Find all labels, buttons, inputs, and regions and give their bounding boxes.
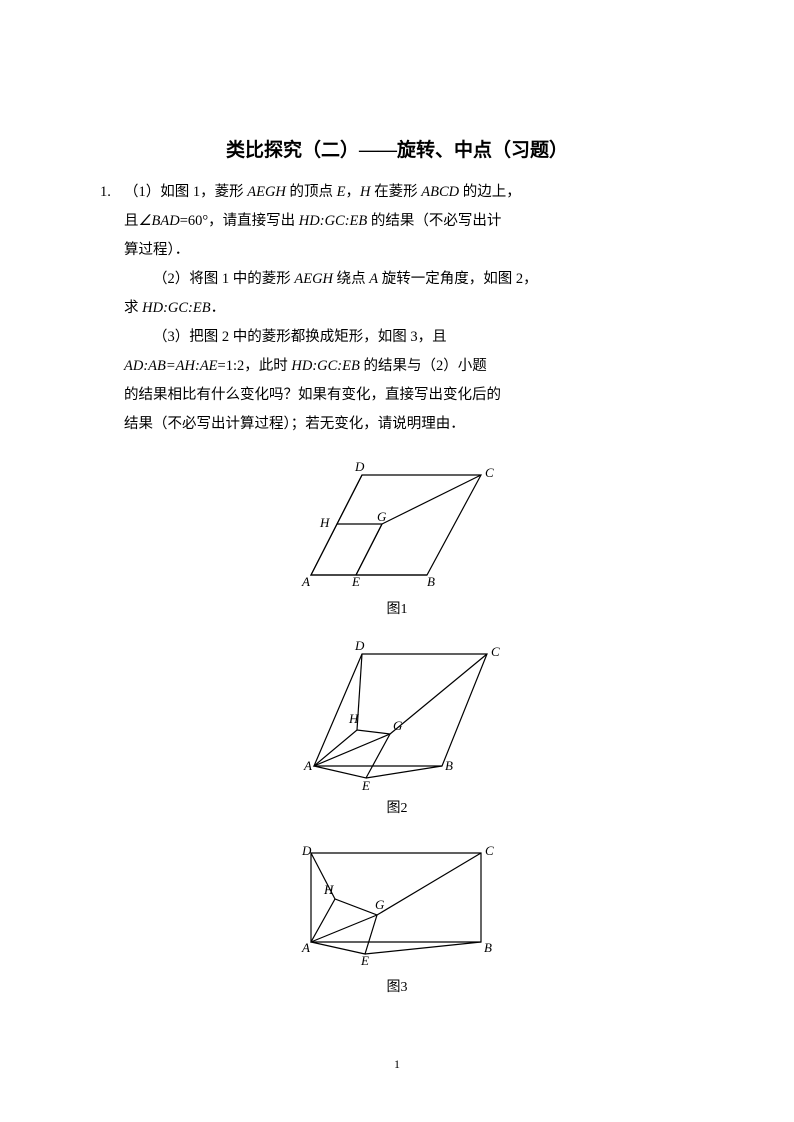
figure-2-caption: 图2 bbox=[100, 797, 694, 817]
svg-text:D: D bbox=[301, 843, 312, 858]
figure-3-caption: 图3 bbox=[100, 976, 694, 996]
problem-body: （1）如图 1，菱形 AEGH 的顶点 E，H 在菱形 ABCD 的边上， 且∠… bbox=[124, 178, 694, 439]
svg-text:C: C bbox=[485, 843, 494, 858]
svg-text:A: A bbox=[301, 940, 310, 955]
page-title: 类比探究（二）——旋转、中点（习题） bbox=[100, 135, 694, 162]
line-5: 求 HD:GC:EB． bbox=[124, 294, 694, 323]
svg-text:G: G bbox=[377, 509, 387, 524]
svg-text:E: E bbox=[360, 953, 369, 968]
svg-text:A: A bbox=[303, 758, 312, 773]
line-8: 的结果相比有什么变化吗？如果有变化，直接写出变化后的 bbox=[124, 381, 694, 410]
svg-text:B: B bbox=[445, 758, 453, 773]
svg-text:B: B bbox=[484, 940, 492, 955]
svg-text:H: H bbox=[319, 515, 330, 530]
page-number: 1 bbox=[0, 1057, 794, 1072]
svg-text:H: H bbox=[323, 882, 334, 897]
problem-1: 1. （1）如图 1，菱形 AEGH 的顶点 E，H 在菱形 ABCD 的边上，… bbox=[100, 178, 694, 439]
figure-3-svg: A B C D H E G bbox=[282, 837, 512, 972]
line-1: （1）如图 1，菱形 AEGH 的顶点 E，H 在菱形 ABCD 的边上， bbox=[124, 178, 694, 207]
figure-1-caption: 图1 bbox=[100, 598, 694, 618]
svg-text:E: E bbox=[351, 574, 360, 589]
svg-text:G: G bbox=[393, 718, 403, 733]
figure-2-svg: A B C D H E G bbox=[282, 638, 512, 793]
svg-text:D: D bbox=[354, 459, 365, 474]
svg-text:E: E bbox=[361, 778, 370, 793]
svg-text:C: C bbox=[485, 465, 494, 480]
line-7: AD:AB=AH:AE=1:2，此时 HD:GC:EB 的结果与（2）小题 bbox=[124, 352, 694, 381]
svg-text:B: B bbox=[427, 574, 435, 589]
svg-text:C: C bbox=[491, 644, 500, 659]
svg-text:G: G bbox=[375, 897, 385, 912]
svg-text:A: A bbox=[301, 574, 310, 589]
line-9: 结果（不必写出计算过程）；若无变化，请说明理由． bbox=[124, 410, 694, 439]
problem-number: 1. bbox=[100, 178, 124, 439]
line-6: （3）把图 2 中的菱形都换成矩形，如图 3，且 bbox=[124, 323, 694, 352]
svg-text:D: D bbox=[354, 638, 365, 653]
svg-text:H: H bbox=[348, 711, 359, 726]
figure-1-svg: A B C D H E G bbox=[282, 459, 512, 594]
figure-3: A B C D H E G 图3 bbox=[100, 837, 694, 996]
line-3: 算过程）． bbox=[124, 236, 694, 265]
line-4: （2）将图 1 中的菱形 AEGH 绕点 A 旋转一定角度，如图 2， bbox=[124, 265, 694, 294]
figure-2: A B C D H E G 图2 bbox=[100, 638, 694, 817]
figure-1: A B C D H E G 图1 bbox=[100, 459, 694, 618]
line-2: 且∠BAD=60°，请直接写出 HD:GC:EB 的结果（不必写出计 bbox=[124, 207, 694, 236]
